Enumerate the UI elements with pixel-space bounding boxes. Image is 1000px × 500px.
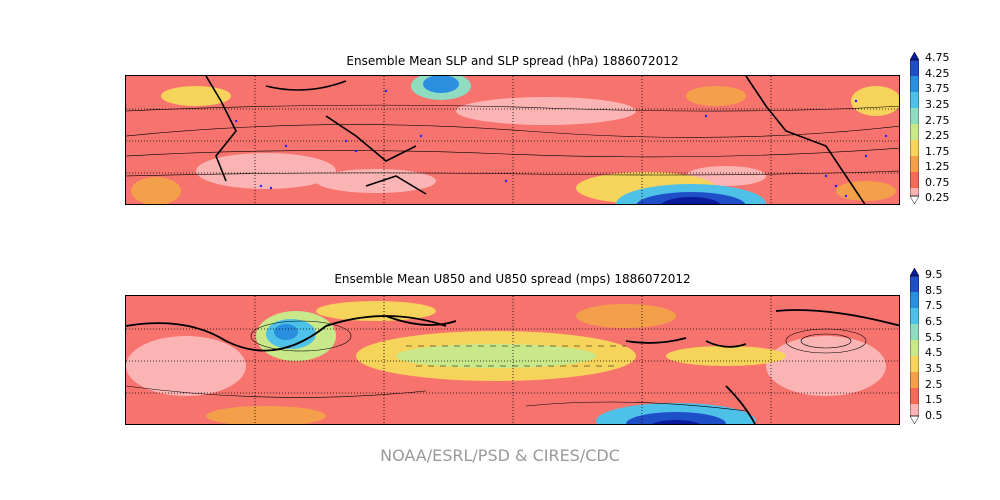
- slp-tick-7: 1.75: [925, 145, 950, 158]
- slp-tick-6: 2.25: [925, 129, 950, 142]
- slp-tick-3: 3.75: [925, 82, 950, 95]
- slp-tick-1: 4.75: [925, 51, 950, 64]
- u850-tick-10: 0.5: [925, 409, 943, 422]
- u850-map-graphic: [126, 296, 899, 424]
- slp-spread-map: [125, 75, 900, 205]
- u850-tick-1: 9.5: [925, 268, 943, 281]
- u850-colorbar: [909, 267, 920, 425]
- u850-colorbar-graphic: [909, 267, 920, 425]
- slp-colorbar-graphic: [909, 51, 920, 205]
- slp-tick-8: 1.25: [925, 160, 950, 173]
- u850-tick-4: 6.5: [925, 315, 943, 328]
- u850-spread-map: [125, 295, 900, 425]
- slp-map-graphic: [126, 76, 899, 204]
- u850-tick-9: 1.5: [925, 393, 943, 406]
- bottom-panel-title: Ensemble Mean U850 and U850 spread (mps)…: [334, 272, 691, 286]
- slp-colorbar: [909, 51, 920, 205]
- u850-tick-7: 3.5: [925, 362, 943, 375]
- credit-line: NOAA/ESRL/PSD & CIRES/CDC: [380, 446, 620, 465]
- u850-tick-8: 2.5: [925, 378, 943, 391]
- slp-tick-9: 0.75: [925, 176, 950, 189]
- u850-tick-5: 5.5: [925, 331, 943, 344]
- u850-tick-6: 4.5: [925, 346, 943, 359]
- slp-tick-5: 2.75: [925, 114, 950, 127]
- u850-tick-2: 8.5: [925, 284, 943, 297]
- slp-tick-4: 3.25: [925, 98, 950, 111]
- slp-tick-10: 0.25: [925, 191, 950, 204]
- top-panel-title: Ensemble Mean SLP and SLP spread (hPa) 1…: [346, 54, 679, 68]
- slp-tick-2: 4.25: [925, 67, 950, 80]
- u850-tick-3: 7.5: [925, 299, 943, 312]
